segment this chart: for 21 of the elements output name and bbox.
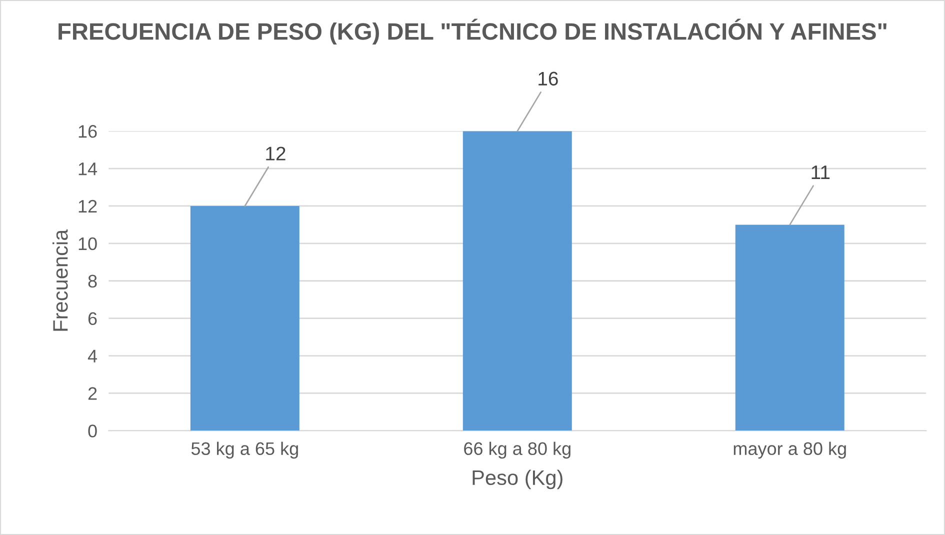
y-axis-title: Frecuencia bbox=[52, 229, 68, 331]
y-tick-label: 14 bbox=[78, 162, 98, 176]
y-tick-label: 2 bbox=[88, 387, 97, 400]
x-tick-label: 66 kg a 80 kg bbox=[464, 442, 570, 459]
x-tick-label: mayor a 80 kg bbox=[734, 442, 846, 459]
y-tick-label: 16 bbox=[78, 125, 97, 138]
data-label: 11 bbox=[812, 166, 830, 179]
data-label: 16 bbox=[538, 72, 558, 86]
y-tick-label: 0 bbox=[88, 424, 97, 438]
y-tick-label: 4 bbox=[88, 350, 98, 362]
y-tick-label: 8 bbox=[88, 274, 97, 288]
bar bbox=[190, 206, 300, 431]
bar bbox=[462, 131, 572, 431]
bar bbox=[735, 224, 844, 431]
y-tick-label: 10 bbox=[78, 237, 97, 250]
chart-title: FRECUENCIA DE PESO (KG) DEL "TÉCNICO DE INSTALACIÓN Y AFINES" bbox=[58, 18, 886, 45]
x-tick-label: 53 kg a 65 kg bbox=[191, 442, 298, 459]
y-tick-label: 12 bbox=[78, 200, 97, 213]
data-label: 12 bbox=[266, 146, 286, 160]
y-tick-label: 6 bbox=[88, 312, 97, 326]
x-axis-title: Peso (Kg) bbox=[472, 470, 562, 490]
